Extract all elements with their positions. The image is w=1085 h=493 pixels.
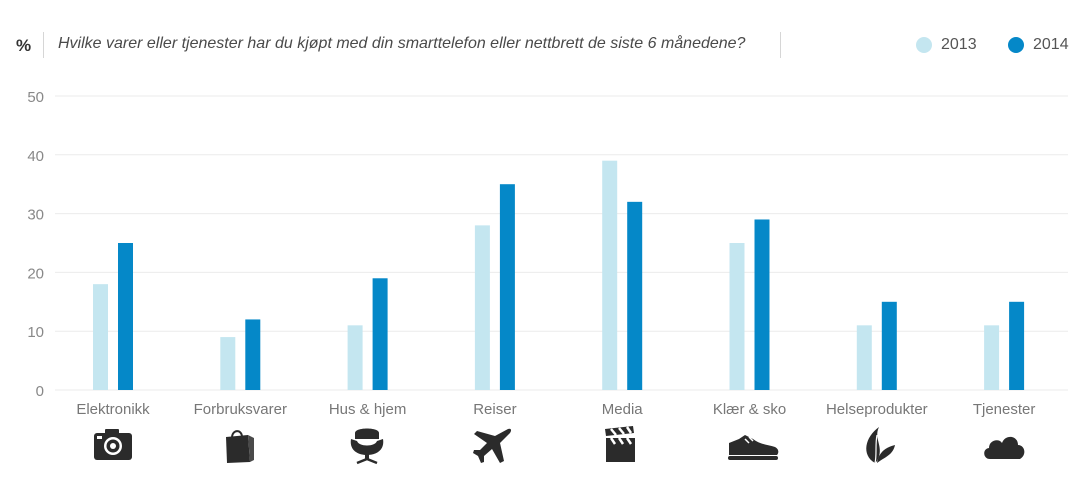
bar-2014-0 — [118, 243, 133, 390]
header-divider — [780, 32, 781, 58]
bar-2013-4 — [602, 160, 618, 390]
header-divider — [43, 32, 44, 58]
x-tick-label: Helseprodukter — [826, 401, 928, 418]
y-tick-label: 0 — [36, 383, 44, 400]
clapperboard-icon — [605, 426, 635, 462]
y-tick-label: 10 — [27, 324, 44, 341]
bar-2014-3 — [499, 184, 515, 390]
bar-2014-2 — [372, 278, 388, 390]
bar-2013-3 — [474, 225, 490, 390]
x-tick-label: Media — [602, 401, 644, 418]
x-tick-label: Elektronikk — [76, 401, 150, 418]
bar-2014-1 — [245, 319, 261, 390]
y-tick-label: 40 — [27, 148, 44, 165]
x-tick-label: Klær & sko — [713, 401, 786, 418]
unit-label: % — [16, 36, 32, 55]
airplane-icon — [473, 428, 512, 463]
x-tick-label: Tjenester — [973, 401, 1036, 418]
bar-2014-7 — [1009, 301, 1025, 390]
cloud-icon — [984, 436, 1025, 459]
x-tick-label: Hus & hjem — [329, 401, 407, 418]
legend-swatch — [1008, 37, 1024, 53]
x-tick-label: Forbruksvarer — [194, 401, 287, 418]
bar-2013-1 — [220, 337, 236, 390]
y-tick-label: 50 — [27, 89, 44, 106]
bar-2013-2 — [347, 325, 363, 390]
y-tick-label: 30 — [27, 207, 44, 224]
legend-label: 2014 — [1033, 36, 1069, 53]
armchair-icon — [350, 428, 384, 465]
bar-2013-0 — [93, 284, 108, 390]
legend-label: 2013 — [941, 36, 977, 53]
bar-2014-5 — [754, 219, 770, 390]
chart-question: Hvilke varer eller tjenester har du kjøp… — [58, 35, 746, 52]
bar-chart: 0 10 20 30 40 50 Elektronikk Forbruksvarer Hus &… — [27, 89, 1068, 418]
chart-header: % Hvilke varer eller tjenester har du kj… — [0, 0, 1085, 80]
camera-icon — [94, 429, 132, 460]
y-tick-label: 20 — [27, 265, 44, 282]
bar-2013-5 — [729, 243, 745, 390]
leaf-icon — [866, 427, 895, 464]
legend-item-2014: 2014 — [1008, 34, 1069, 56]
shopping-bag-icon — [226, 430, 254, 463]
bar-2013-6 — [856, 325, 872, 390]
legend-swatch — [916, 37, 932, 53]
x-tick-label: Reiser — [473, 401, 516, 418]
shoe-icon — [728, 435, 779, 460]
bar-2014-4 — [627, 201, 643, 390]
bar-2013-7 — [984, 325, 1000, 390]
legend-item-2013: 2013 — [916, 34, 977, 56]
bar-2014-6 — [881, 301, 897, 390]
